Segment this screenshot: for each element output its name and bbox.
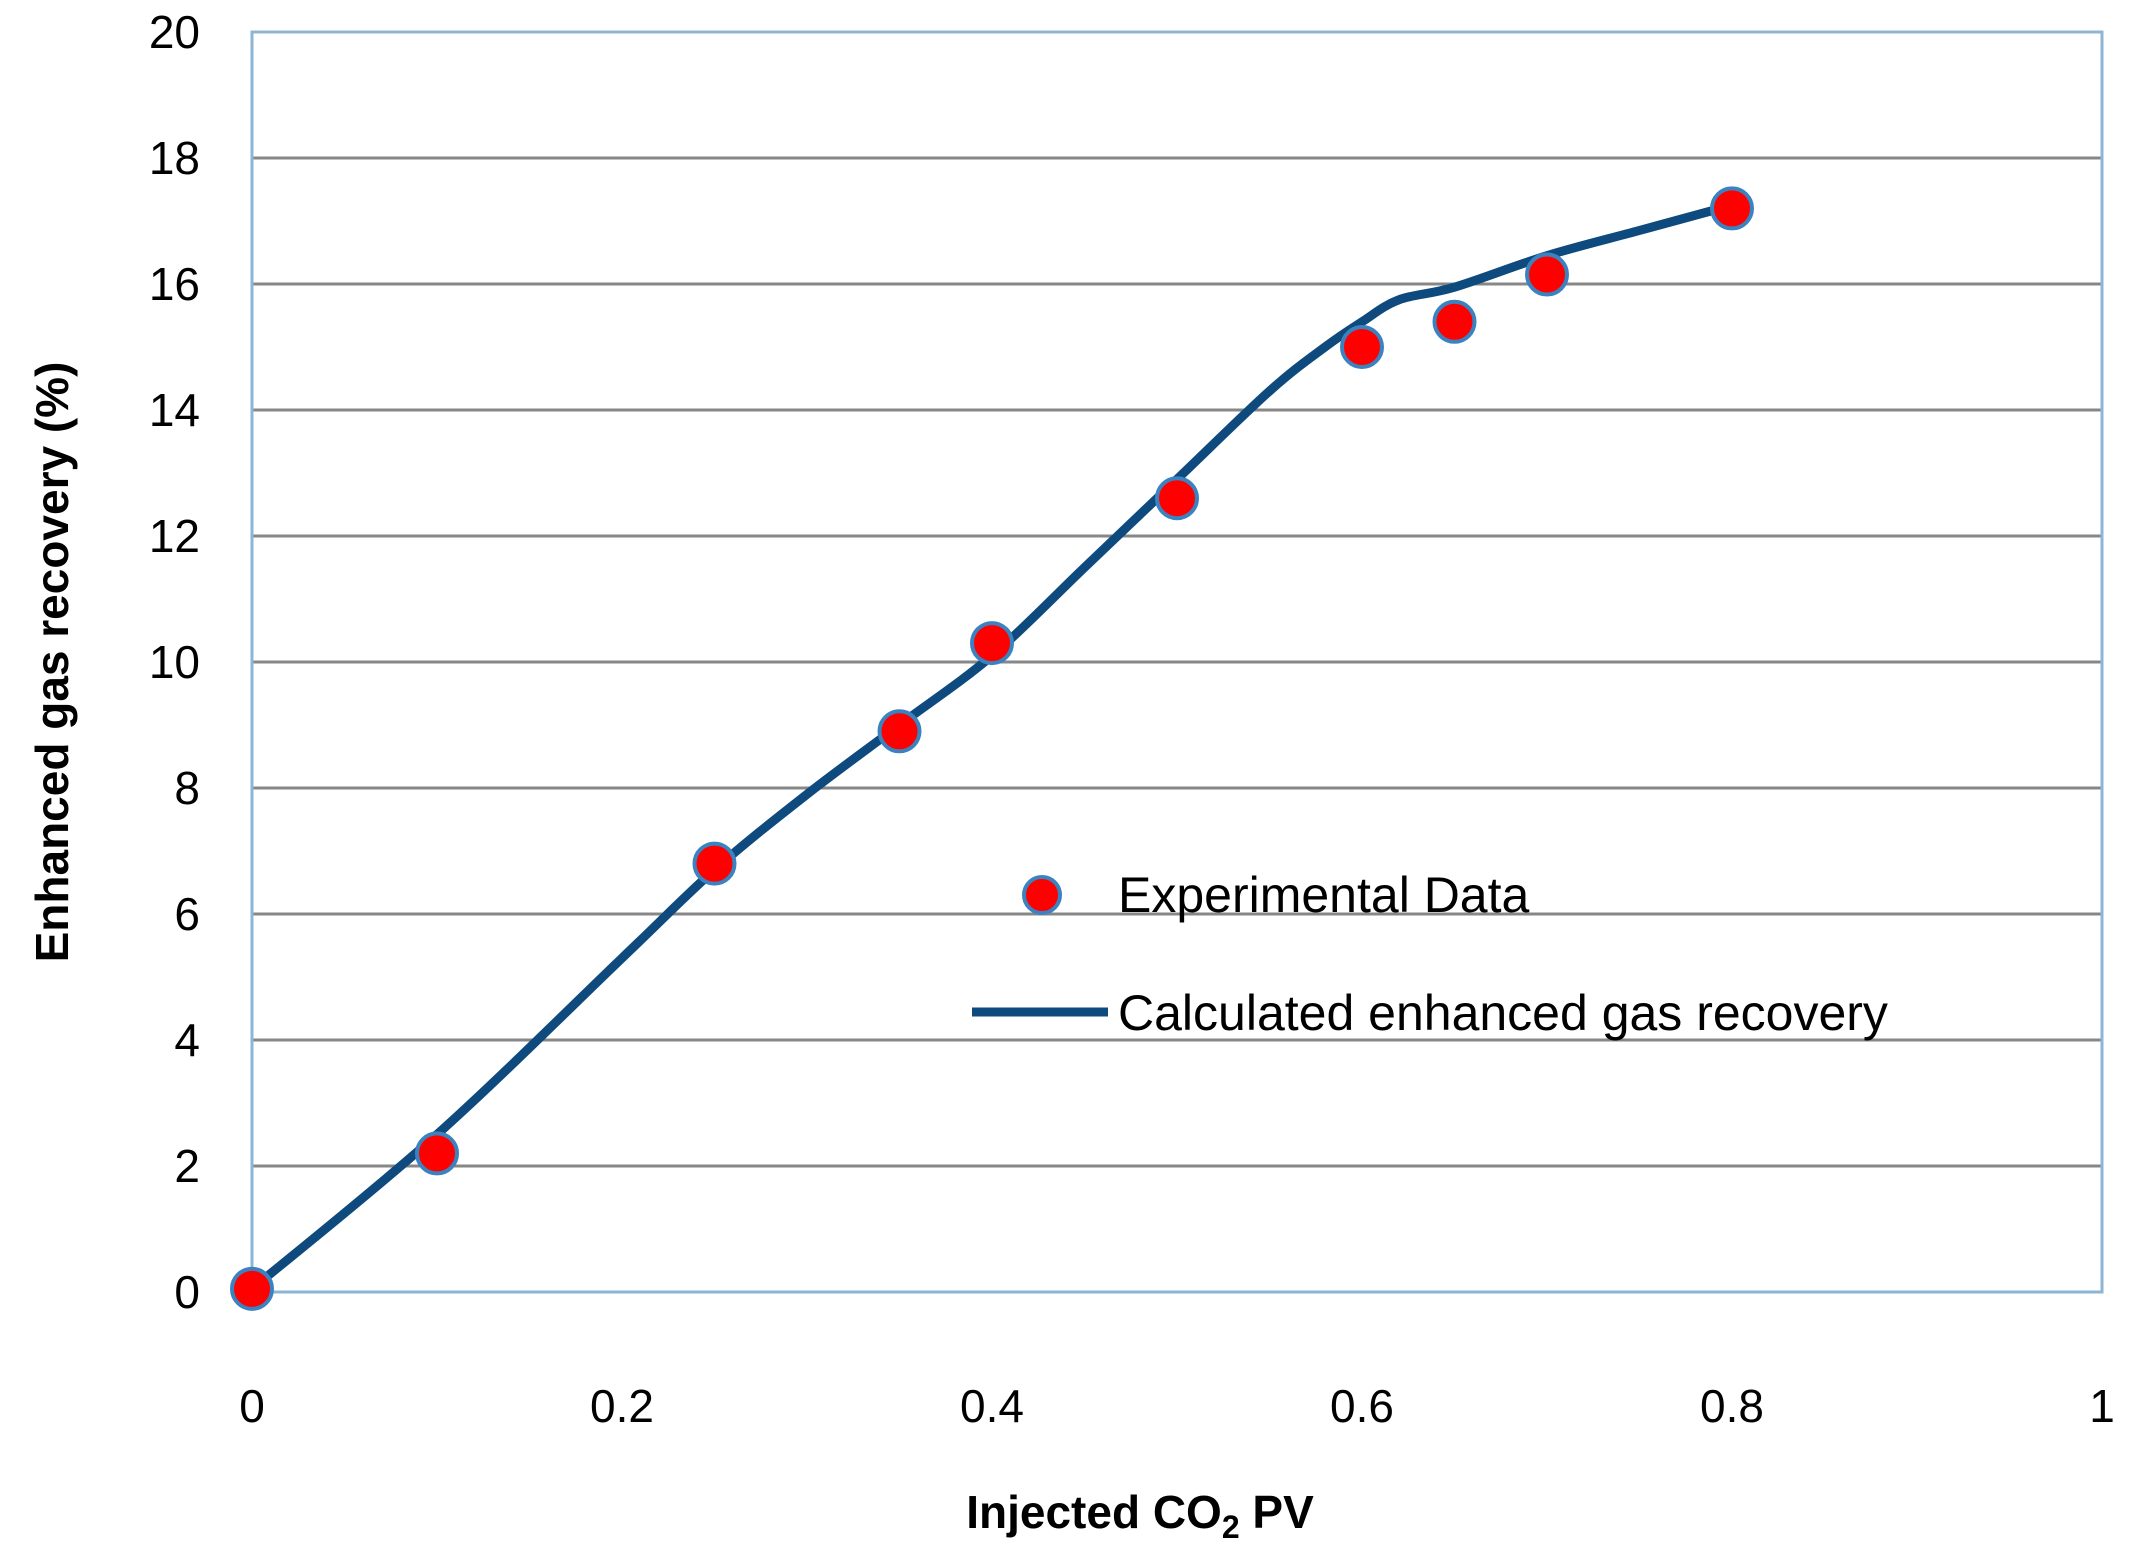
data-point-experimental bbox=[1432, 299, 1477, 344]
y-tick-labels: 0 2 4 6 8 10 12 14 16 18 20 bbox=[149, 6, 200, 1318]
y-tick-label: 2 bbox=[174, 1140, 200, 1192]
y-tick-label: 4 bbox=[174, 1014, 200, 1066]
y-tick-label: 16 bbox=[149, 258, 200, 310]
legend: Experimental Data Calculated enhanced ga… bbox=[972, 867, 1888, 1041]
plot-area-border bbox=[250, 30, 2104, 1294]
y-tick-label: 0 bbox=[174, 1266, 200, 1318]
series-line-calculated bbox=[247, 200, 1737, 1294]
series-layer bbox=[230, 186, 1754, 1311]
x-axis-title-main: Injected CO bbox=[966, 1486, 1222, 1538]
legend-label-experimental: Experimental Data bbox=[1118, 867, 1529, 923]
grid-layer bbox=[252, 156, 2102, 1294]
x-tick-label: 0 bbox=[239, 1380, 265, 1432]
x-axis-title: Injected CO2 PV bbox=[966, 1486, 1314, 1545]
x-tick-label: 0.8 bbox=[1700, 1380, 1764, 1432]
y-tick-label: 18 bbox=[149, 132, 200, 184]
x-tick-labels: 0 0.2 0.4 0.6 0.8 1 bbox=[239, 1380, 2115, 1432]
data-point-experimental bbox=[1340, 325, 1384, 369]
x-axis-title-suffix: PV bbox=[1240, 1486, 1314, 1538]
x-tick-label: 0.2 bbox=[590, 1380, 654, 1432]
data-point-experimental bbox=[877, 709, 922, 754]
x-axis-title-subscript: 2 bbox=[1222, 1509, 1240, 1545]
legend-marker-experimental bbox=[1022, 875, 1062, 915]
data-point-experimental bbox=[1155, 476, 1199, 521]
data-point-experimental bbox=[692, 841, 737, 886]
data-point-experimental bbox=[230, 1266, 274, 1311]
y-tick-label: 20 bbox=[149, 6, 200, 58]
y-tick-label: 6 bbox=[174, 888, 200, 940]
x-tick-label: 0.6 bbox=[1330, 1380, 1394, 1432]
y-tick-label: 12 bbox=[149, 510, 200, 562]
data-point-experimental bbox=[1525, 252, 1569, 297]
y-tick-label: 10 bbox=[149, 636, 200, 688]
x-tick-label: 0.4 bbox=[960, 1380, 1024, 1432]
x-tick-label: 1 bbox=[2089, 1380, 2115, 1432]
y-tick-label: 8 bbox=[174, 762, 200, 814]
y-tick-label: 14 bbox=[149, 384, 200, 436]
data-point-experimental bbox=[415, 1131, 459, 1176]
legend-label-calculated: Calculated enhanced gas recovery bbox=[1118, 985, 1888, 1041]
data-point-experimental bbox=[1710, 186, 1754, 231]
y-axis-title: Enhanced gas recovery (%) bbox=[26, 362, 78, 963]
data-point-experimental bbox=[970, 621, 1014, 666]
